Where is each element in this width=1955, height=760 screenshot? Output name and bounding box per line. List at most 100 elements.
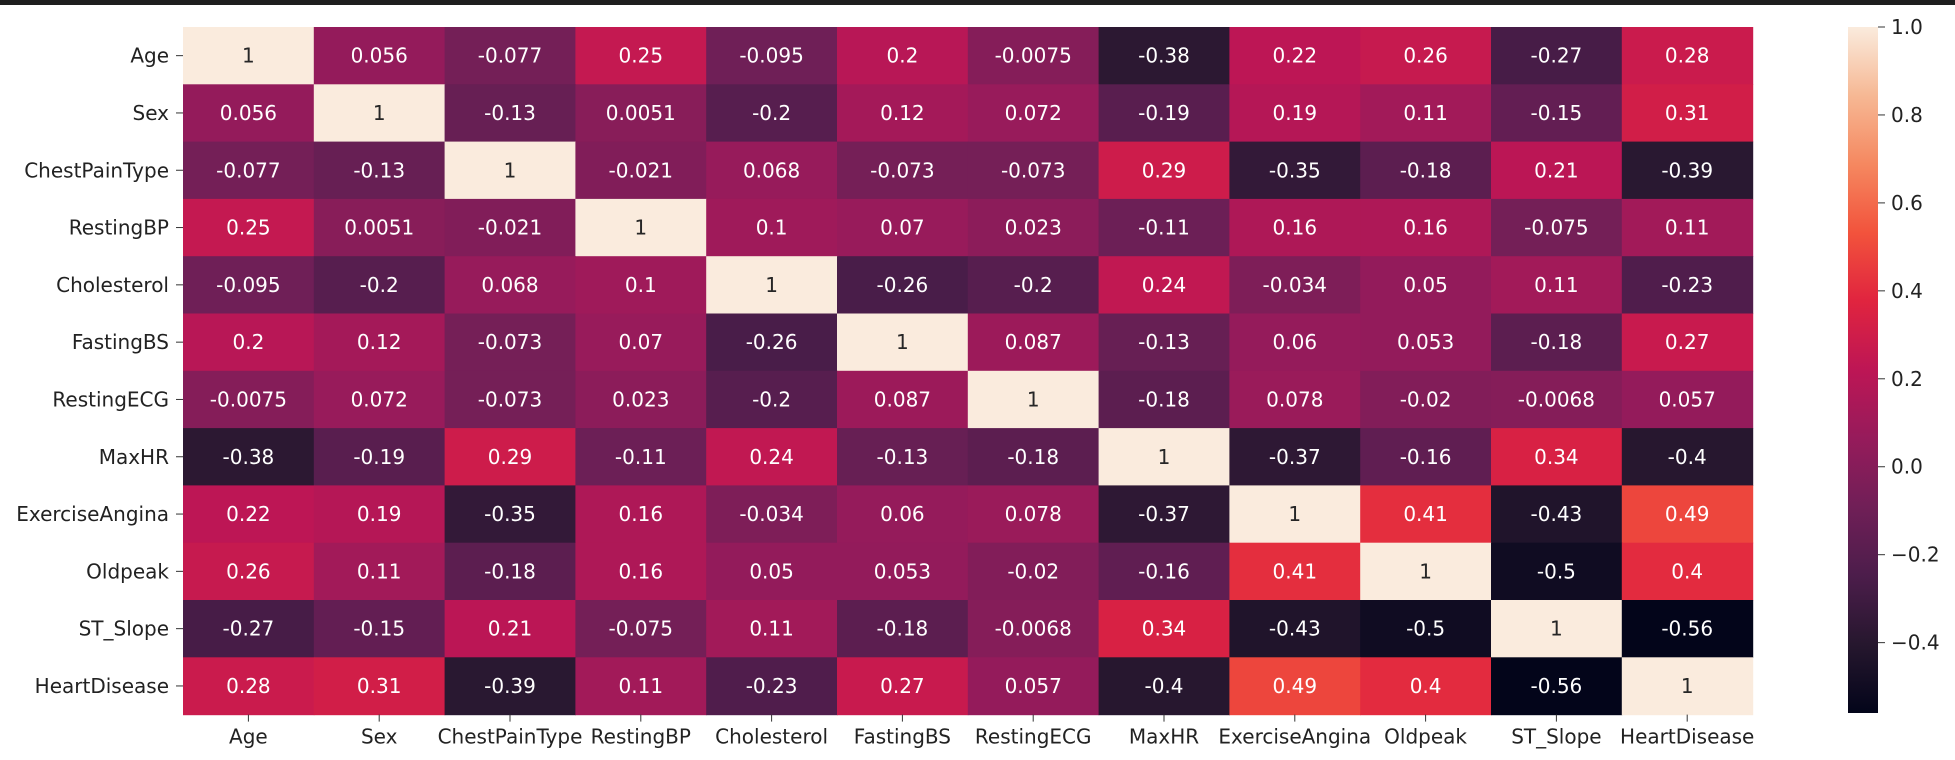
cell-st-slope-exerciseangina xyxy=(1229,600,1361,658)
cell-value-label: 0.07 xyxy=(619,330,664,354)
cell-fastingbs-chestpaintype xyxy=(444,313,576,372)
cell-value-label: -0.021 xyxy=(478,216,542,240)
cell-fastingbs-restingecg xyxy=(967,313,1100,372)
cell-restingecg-maxhr xyxy=(1098,370,1230,429)
cell-st-slope-st-slope xyxy=(1491,600,1623,658)
cell-fastingbs-sex xyxy=(313,313,446,372)
column-label-exerciseangina: ExerciseAngina xyxy=(1218,725,1371,749)
column-label-oldpeak: Oldpeak xyxy=(1384,725,1467,749)
cell-value-label: 0.22 xyxy=(1273,44,1318,68)
cell-cholesterol-maxhr xyxy=(1098,256,1230,315)
cell-value-label: -0.2 xyxy=(752,387,791,411)
cell-value-label: 0.11 xyxy=(1534,273,1579,297)
cell-value-label: 0.072 xyxy=(1005,101,1062,125)
cell-value-label: -0.02 xyxy=(1400,387,1452,411)
cell-value-label: -0.23 xyxy=(746,674,798,698)
cell-value-label: -0.2 xyxy=(1014,273,1053,297)
cell-value-label: -0.13 xyxy=(353,158,405,182)
cell-age-exerciseangina xyxy=(1229,27,1361,85)
row-labels: Age Sex ChestPainType RestingBP Cholesterol F… xyxy=(16,44,183,698)
cell-st-slope-age xyxy=(183,600,315,658)
cell-restingecg-chestpaintype xyxy=(444,370,576,429)
column-label-chestpaintype: ChestPainType xyxy=(438,725,583,749)
cell-st-slope-oldpeak xyxy=(1360,600,1492,658)
cell-value-label: -0.18 xyxy=(1138,387,1190,411)
cell-value-label: -0.13 xyxy=(877,445,929,469)
cell-fastingbs-st-slope xyxy=(1491,313,1623,372)
cell-oldpeak-restingecg xyxy=(967,542,1100,601)
colorbar-tick-label: −0.4 xyxy=(1891,631,1940,655)
cell-value-label: 0.26 xyxy=(226,559,271,583)
cell-value-label: -0.0068 xyxy=(1518,387,1595,411)
row-label-cholesterol: Cholesterol xyxy=(56,273,169,297)
cell-chestpaintype-st-slope xyxy=(1491,141,1623,200)
cell-value-label: 0.056 xyxy=(220,101,277,125)
cell-value-label: 0.05 xyxy=(749,559,794,583)
cell-value-label: 0.26 xyxy=(1403,44,1448,68)
cell-value-label: 1 xyxy=(1158,445,1171,469)
cell-restingbp-chestpaintype xyxy=(444,198,576,257)
cell-exerciseangina-heartdisease xyxy=(1621,485,1754,544)
cell-value-label: 0.12 xyxy=(880,101,925,125)
cell-value-label: -0.073 xyxy=(1001,158,1065,182)
cell-oldpeak-restingbp xyxy=(575,542,707,601)
cell-value-label: 0.4 xyxy=(1410,674,1442,698)
row-label-chestpaintype: ChestPainType xyxy=(24,158,169,182)
cell-oldpeak-exerciseangina xyxy=(1229,542,1361,601)
cell-cholesterol-age xyxy=(183,256,315,315)
cell-value-label: 0.25 xyxy=(619,44,664,68)
cell-value-label: -0.02 xyxy=(1007,559,1059,583)
cell-chestpaintype-heartdisease xyxy=(1621,141,1754,200)
cell-st-slope-heartdisease xyxy=(1621,600,1754,658)
cell-restingecg-heartdisease xyxy=(1621,370,1754,429)
row-label-sex: Sex xyxy=(133,101,170,125)
cell-oldpeak-chestpaintype xyxy=(444,542,576,601)
cell-value-label: -0.38 xyxy=(223,445,275,469)
cell-value-label: -0.18 xyxy=(877,617,929,641)
cell-restingbp-restingecg xyxy=(967,198,1100,257)
cell-value-label: 0.19 xyxy=(357,502,402,526)
cell-value-label: -0.37 xyxy=(1269,445,1321,469)
cell-value-label: 0.05 xyxy=(1403,273,1448,297)
cell-value-label: 0.16 xyxy=(619,502,664,526)
cell-age-maxhr xyxy=(1098,27,1230,85)
cell-value-label: 0.07 xyxy=(880,216,925,240)
cell-value-label: 0.087 xyxy=(1005,330,1062,354)
cell-value-label: 1 xyxy=(1681,674,1694,698)
cell-value-label: -0.26 xyxy=(877,273,929,297)
cell-restingecg-cholesterol xyxy=(706,370,838,429)
cell-value-label: 0.023 xyxy=(612,387,669,411)
cell-heartdisease-fastingbs xyxy=(837,657,969,716)
cell-value-label: 0.1 xyxy=(625,273,657,297)
cell-cholesterol-heartdisease xyxy=(1621,256,1754,315)
cell-age-cholesterol xyxy=(706,27,838,85)
cell-sex-maxhr xyxy=(1098,84,1230,143)
cell-exerciseangina-restingecg xyxy=(967,485,1100,544)
cell-value-label: -0.16 xyxy=(1400,445,1452,469)
column-label-maxhr: MaxHR xyxy=(1129,725,1199,749)
column-label-restingbp: RestingBP xyxy=(591,725,691,749)
cell-value-label: -0.4 xyxy=(1144,674,1183,698)
cell-value-label: -0.56 xyxy=(1531,674,1583,698)
cell-exerciseangina-age xyxy=(183,485,315,544)
cell-restingecg-sex xyxy=(313,370,446,429)
cell-maxhr-exerciseangina xyxy=(1229,428,1361,486)
cell-value-label: -0.5 xyxy=(1537,559,1576,583)
cell-value-label: -0.43 xyxy=(1269,617,1321,641)
cell-value-label: 0.49 xyxy=(1273,674,1318,698)
cell-fastingbs-maxhr xyxy=(1098,313,1230,372)
cell-value-label: 0.06 xyxy=(1273,330,1318,354)
cell-value-label: 0.34 xyxy=(1534,445,1579,469)
cell-value-label: 0.16 xyxy=(1403,216,1448,240)
cell-age-sex xyxy=(313,27,446,85)
cell-maxhr-chestpaintype xyxy=(444,428,576,486)
cell-value-label: 0.16 xyxy=(619,559,664,583)
cell-value-label: -0.19 xyxy=(353,445,405,469)
cell-value-label: -0.077 xyxy=(216,158,280,182)
cell-restingecg-restingecg xyxy=(967,370,1100,429)
cell-restingbp-sex xyxy=(313,198,446,257)
cell-value-label: 0.27 xyxy=(880,674,925,698)
column-label-st-slope: ST_Slope xyxy=(1511,725,1601,749)
cell-value-label: -0.56 xyxy=(1661,617,1713,641)
cell-chestpaintype-maxhr xyxy=(1098,141,1230,200)
